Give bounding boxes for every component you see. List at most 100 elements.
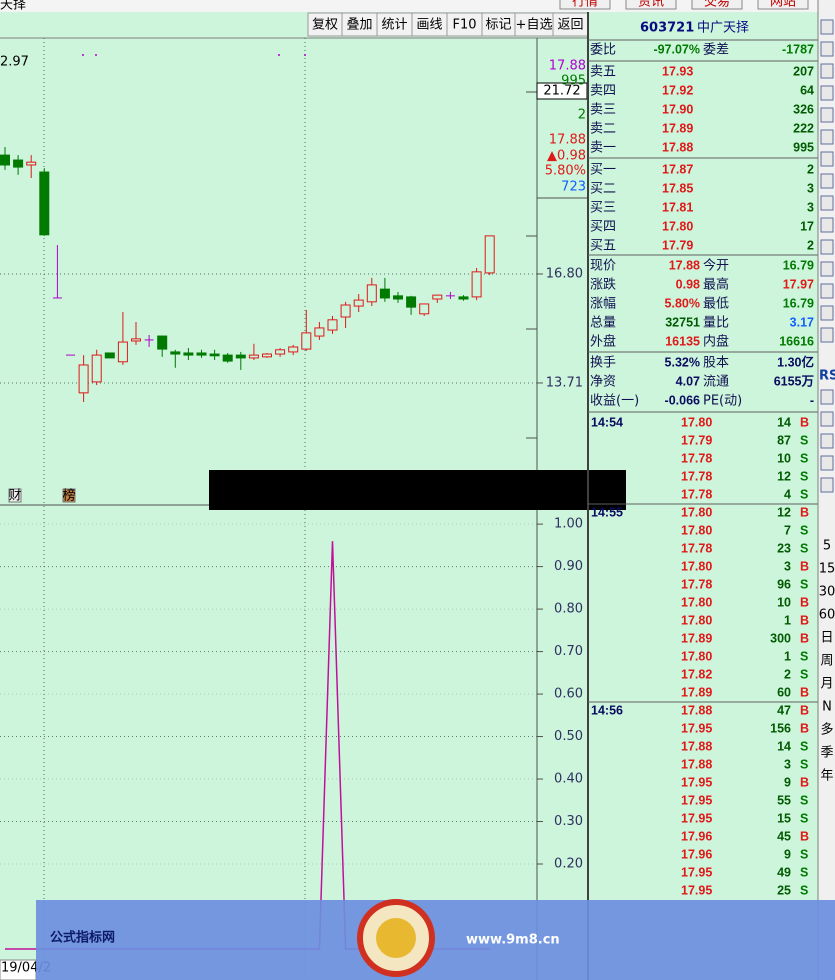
tool-icon[interactable] <box>820 63 834 79</box>
tool-icon[interactable] <box>820 107 834 123</box>
trade-price: 17.89 <box>681 685 712 699</box>
period-button[interactable]: 15 <box>819 562 835 577</box>
book-volume: 326 <box>793 102 814 116</box>
quote-label: 现价 <box>590 259 616 274</box>
tool-icon[interactable] <box>820 19 834 35</box>
marker-label: 财 <box>8 489 21 504</box>
book-price: 17.87 <box>662 162 693 176</box>
trade-side: B <box>800 613 809 627</box>
price-info: 5.80% <box>545 164 586 179</box>
trade-side: S <box>800 847 808 861</box>
menu-button[interactable] <box>625 0 677 10</box>
trade-volume: 9 <box>784 847 791 861</box>
book-label: 买五 <box>590 239 616 254</box>
menu-button[interactable] <box>691 0 743 10</box>
book-price: 17.79 <box>662 238 693 252</box>
candle-body <box>471 271 482 298</box>
period-button[interactable]: 60 <box>819 608 835 623</box>
price-info: 723 <box>561 180 586 195</box>
watermark-name: 公式指标网 <box>50 930 115 946</box>
candle-body <box>432 294 443 300</box>
book-price: 17.90 <box>662 102 693 116</box>
toolbar-label[interactable]: 画线 <box>416 18 442 33</box>
trade-volume: 14 <box>777 415 791 429</box>
tool-icon[interactable] <box>820 327 834 343</box>
menu-button[interactable] <box>757 0 809 10</box>
tool-icon[interactable] <box>820 389 834 405</box>
menu-item[interactable]: 资讯 <box>638 0 664 10</box>
menu-item[interactable]: 行情 <box>572 0 598 10</box>
menu-item[interactable]: 网站 <box>770 0 796 10</box>
trade-price: 17.80 <box>681 523 712 537</box>
quote-value: 16135 <box>665 334 700 348</box>
candle-body <box>170 351 181 355</box>
period-button[interactable]: 周 <box>820 654 833 669</box>
trade-volume: 60 <box>777 685 791 699</box>
quote-label: 量比 <box>703 316 729 331</box>
tool-icon[interactable] <box>820 433 834 449</box>
tool-icon[interactable] <box>820 195 834 211</box>
quote-value: 5.32% <box>665 355 700 369</box>
candle-body <box>183 352 194 356</box>
tool-icon[interactable] <box>820 411 834 427</box>
trade-price: 17.96 <box>681 847 712 861</box>
trade-volume: 3 <box>784 559 791 573</box>
candle-body <box>340 304 351 318</box>
quote-label: 委差 <box>703 43 729 58</box>
trade-time: 14:56 <box>591 703 623 717</box>
y-tick-label: 1.00 <box>554 517 583 532</box>
price-info: 17.88 <box>549 133 586 148</box>
tool-icon[interactable] <box>820 41 834 57</box>
book-volume: 222 <box>793 121 814 135</box>
period-button[interactable]: 5 <box>823 539 831 554</box>
toolbar-label[interactable]: 叠加 <box>346 18 372 33</box>
menu-item[interactable]: 交易 <box>704 0 730 10</box>
toolbar-label[interactable]: 标记 <box>485 18 511 33</box>
toolbar-label[interactable]: 统计 <box>381 18 407 33</box>
period-button[interactable]: 年 <box>820 769 833 784</box>
period-button[interactable]: 日 <box>820 631 833 646</box>
candle-body <box>484 235 495 274</box>
tool-icon[interactable] <box>820 477 834 493</box>
toolbar-label[interactable]: +自选 <box>516 18 553 33</box>
tool-icon[interactable] <box>820 151 834 167</box>
trade-price: 17.95 <box>681 775 712 789</box>
book-volume: 3 <box>807 181 814 195</box>
book-price: 17.85 <box>662 181 693 195</box>
tool-icon[interactable] <box>820 305 834 321</box>
tool-icon[interactable] <box>820 261 834 277</box>
period-button[interactable]: 多 <box>820 722 833 738</box>
tool-icon[interactable] <box>820 129 834 145</box>
y-tick-label: 13.71 <box>546 375 583 390</box>
menu-button[interactable] <box>559 0 611 10</box>
book-label: 买一 <box>590 163 616 178</box>
tool-icon[interactable] <box>820 173 834 189</box>
tool-icon[interactable] <box>820 85 834 101</box>
candle-body <box>196 352 207 356</box>
tool-icon[interactable] <box>820 455 834 471</box>
toolbar-label[interactable]: 返回 <box>557 18 583 33</box>
period-button[interactable]: N <box>822 700 832 715</box>
toolbar-label[interactable]: 复权 <box>312 17 338 33</box>
quote-value: -97.07% <box>653 42 700 56</box>
sidebar-label: RSI <box>819 369 835 384</box>
trade-side: S <box>800 739 808 753</box>
period-button[interactable]: 月 <box>820 677 833 692</box>
trade-price: 17.88 <box>681 703 712 717</box>
trade-side: S <box>800 469 808 483</box>
tool-icon[interactable] <box>820 217 834 233</box>
tool-icon[interactable] <box>820 283 834 299</box>
trade-side: S <box>800 451 808 465</box>
candle-body <box>78 364 89 394</box>
watermark-band <box>36 900 835 980</box>
watermark-url: www.9m8.cn <box>466 933 560 948</box>
trade-price: 17.80 <box>681 595 712 609</box>
book-price: 17.80 <box>662 219 693 233</box>
trade-price: 17.95 <box>681 865 712 879</box>
period-button[interactable]: 30 <box>819 585 835 600</box>
period-button[interactable]: 季 <box>820 746 833 761</box>
trade-side: B <box>800 829 809 843</box>
toolbar-label[interactable]: F10 <box>452 18 476 33</box>
quote-value: -1787 <box>782 42 814 56</box>
tool-icon[interactable] <box>820 239 834 255</box>
